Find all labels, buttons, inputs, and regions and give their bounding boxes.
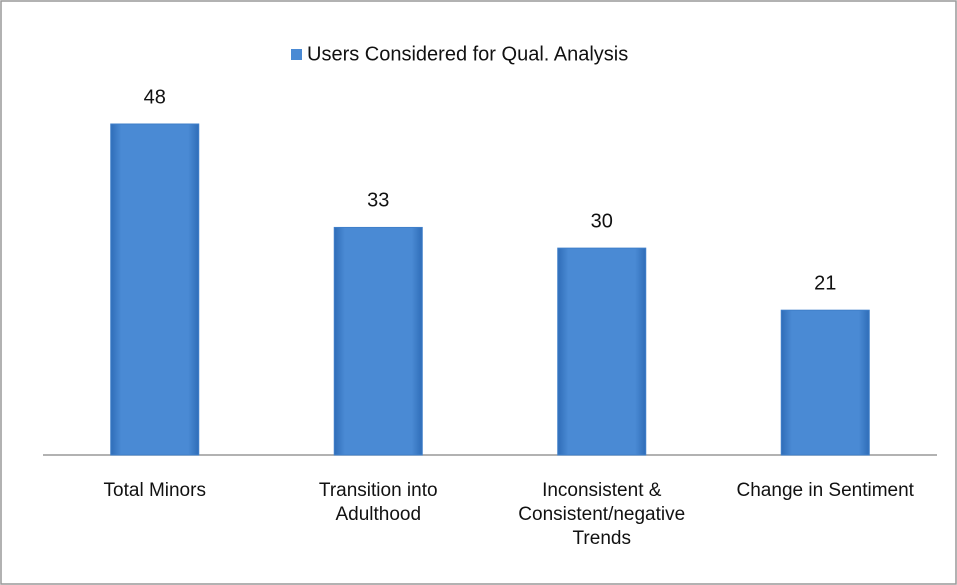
x-tick-label: Total Minors <box>103 480 206 501</box>
data-label: 48 <box>144 86 166 108</box>
data-label: 30 <box>591 210 613 232</box>
legend-swatch <box>291 49 302 60</box>
legend-label: Users Considered for Qual. Analysis <box>307 43 628 65</box>
data-label: 33 <box>367 190 389 212</box>
x-tick-label: Change in Sentiment <box>736 480 914 501</box>
bar <box>557 247 647 456</box>
bar <box>110 123 200 456</box>
x-tick-label: Inconsistent & Consistent/negative Trend… <box>518 480 686 549</box>
bar <box>333 226 423 456</box>
x-tick-label: Transition into Adulthood <box>318 480 438 525</box>
data-label: 21 <box>814 272 836 294</box>
bar <box>780 309 870 456</box>
